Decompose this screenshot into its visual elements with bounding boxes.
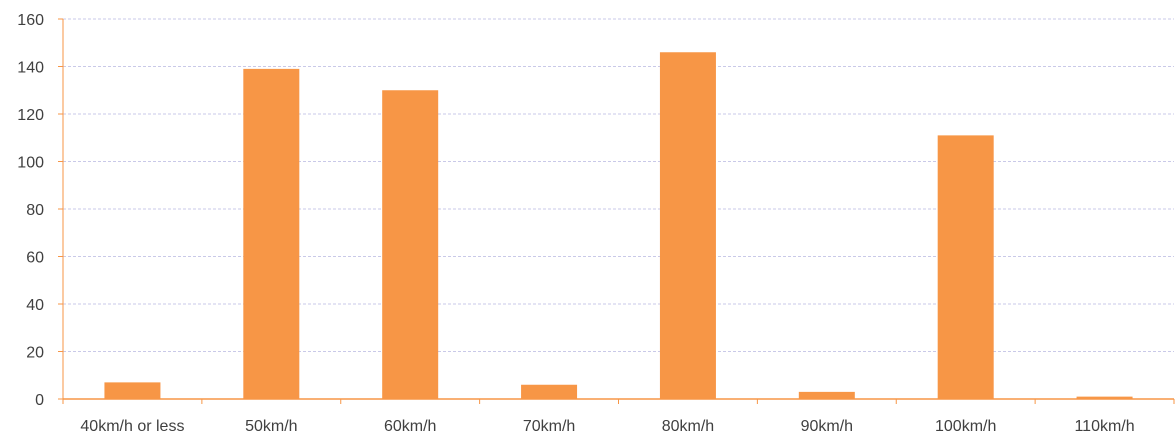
bar-2 [382, 90, 439, 399]
bar-4 [659, 52, 716, 399]
bar-3 [521, 384, 578, 399]
bar-1 [243, 68, 300, 399]
y-tick-label-80: 80 [26, 202, 44, 219]
x-tick-label-2: 60km/h [384, 418, 436, 435]
x-tick-label-4: 80km/h [662, 418, 714, 435]
axes [58, 18, 1175, 404]
bar-0 [104, 382, 161, 399]
x-tick-label-7: 110km/h [1074, 418, 1134, 435]
y-tick-labels: 0 20 40 60 80 100 120 140 160 [17, 12, 44, 409]
y-tick-label-0: 0 [35, 392, 44, 409]
bar-7 [1076, 396, 1133, 399]
y-tick-label-160: 160 [17, 12, 44, 29]
x-tick-label-3: 70km/h [523, 418, 575, 435]
bars [104, 52, 1133, 399]
x-tick-label-1: 50km/h [245, 418, 297, 435]
x-tick-label-6: 100km/h [935, 418, 996, 435]
x-tick-label-5: 90km/h [801, 418, 853, 435]
x-tick-labels: 40km/h or less 50km/h 60km/h 70km/h 80km/h 90… [80, 418, 1134, 435]
bar-5 [798, 391, 855, 399]
x-tick-label-0: 40km/h or less [80, 418, 184, 435]
y-tick-label-40: 40 [26, 297, 44, 314]
y-tick-label-20: 20 [26, 345, 44, 362]
y-tick-label-120: 120 [17, 107, 44, 124]
y-tick-label-140: 140 [17, 60, 44, 77]
gridlines [63, 18, 1174, 352]
y-tick-label-60: 60 [26, 250, 44, 267]
y-tick-label-100: 100 [17, 155, 44, 172]
bar-6 [937, 135, 994, 399]
